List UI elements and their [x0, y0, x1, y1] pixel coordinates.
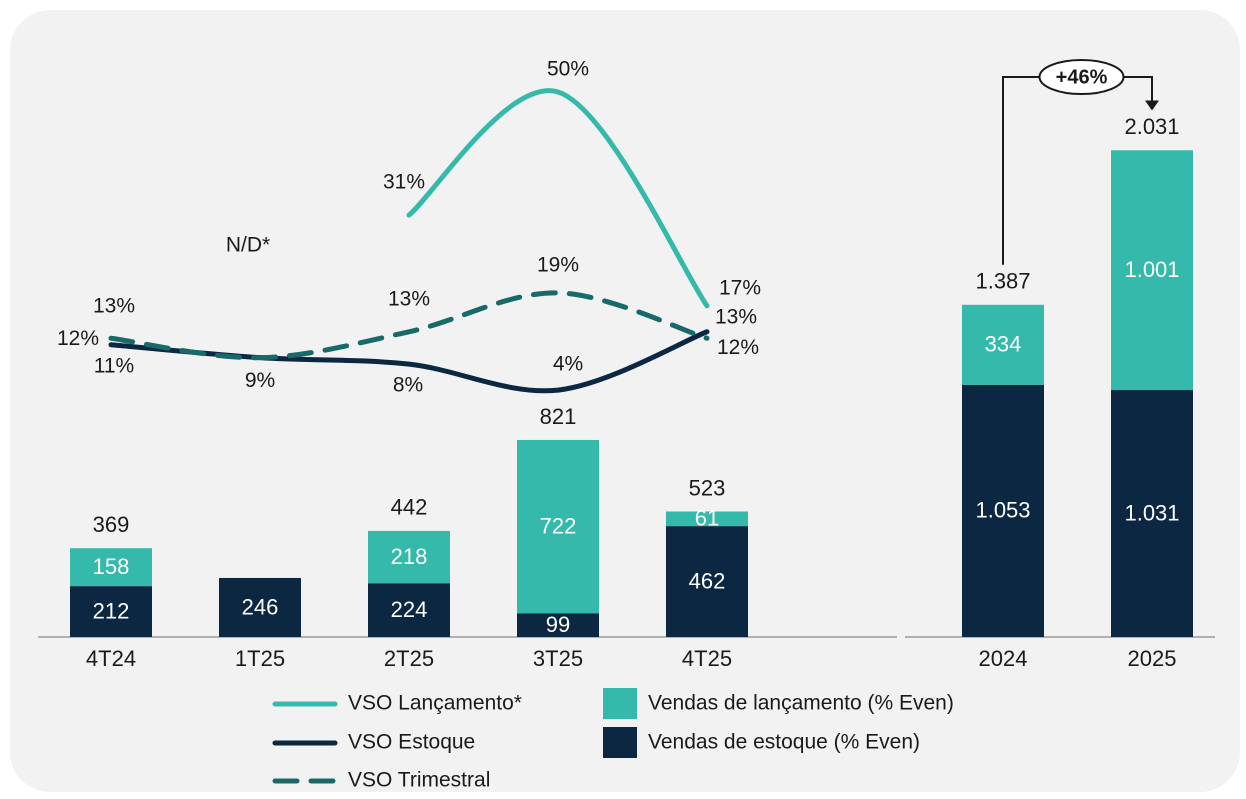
bar-segment [517, 613, 599, 637]
line-value-label: 4% [553, 353, 583, 376]
bar-total-label: 442 [391, 495, 428, 520]
bar-segment [962, 384, 1044, 637]
x-tick-label: 3T25 [533, 646, 583, 671]
bar-value-label: 462 [689, 568, 726, 593]
bar-total-label: 821 [540, 404, 577, 429]
line-value-label: 13% [715, 305, 757, 328]
legend-label: VSO Trimestral [348, 769, 490, 792]
line-value-label: 13% [388, 287, 430, 310]
line-value-label: 50% [547, 58, 589, 81]
line-value-label: 17% [719, 276, 761, 299]
line-value-label: 13% [93, 294, 135, 317]
bar-value-label: 99 [546, 612, 570, 637]
bar-value-label: 1.053 [975, 498, 1030, 523]
bar-value-label: 246 [242, 594, 279, 619]
line-value-label: 8% [393, 374, 423, 397]
legend-swatch [603, 727, 637, 758]
annotation-bracket [1002, 76, 1153, 265]
bar-total-label: 2.031 [1124, 114, 1179, 139]
line-value-label: N/D* [226, 234, 270, 257]
line-value-label: 19% [537, 253, 579, 276]
bar-segment [962, 304, 1044, 385]
line [406, 88, 710, 309]
line [108, 290, 710, 361]
x-tick-label: 2025 [1128, 646, 1177, 671]
bar-segment [666, 511, 748, 527]
bar-segment [517, 439, 599, 614]
bar-segment [1111, 150, 1193, 391]
annotation: +46% [1056, 66, 1108, 88]
legend-swatch [603, 688, 637, 719]
bar-total-label: 369 [93, 512, 130, 537]
bar-value-label: 218 [391, 544, 428, 569]
bar-total-label: 523 [689, 475, 726, 500]
bar-segment [666, 526, 748, 637]
bar-value-label: 61 [695, 506, 719, 531]
panel [10, 10, 1240, 792]
line-value-label: 11% [94, 354, 134, 377]
line [108, 329, 710, 394]
x-tick-label: 1T25 [235, 646, 285, 671]
bar-segment [1111, 390, 1193, 637]
x-tick-label: 4T25 [682, 646, 732, 671]
line-value-label: 9% [245, 369, 275, 392]
annotation-badge [1038, 59, 1125, 95]
legend-label: Vendas de lançamento (% Even) [648, 692, 954, 715]
x-tick-label: 4T24 [86, 646, 136, 671]
bar-segment [70, 586, 152, 637]
bar-value-label: 212 [93, 598, 130, 623]
bar-segment [219, 577, 301, 637]
bar-value-label: 334 [985, 332, 1022, 357]
bar-value-label: 158 [93, 554, 130, 579]
bar-value-label: 722 [540, 513, 577, 538]
bar-segment [368, 530, 450, 584]
bar-value-label: 1.001 [1124, 257, 1179, 282]
annotation-arrow [1145, 100, 1159, 111]
line-value-label: 12% [717, 336, 759, 359]
bar-segment [368, 583, 450, 637]
bar-value-label: 1.031 [1124, 500, 1179, 525]
bar-value-label: 224 [391, 597, 428, 622]
legend-label: VSO Estoque [348, 731, 475, 754]
x-tick-label: 2T25 [384, 646, 434, 671]
x-tick-label: 2024 [979, 646, 1028, 671]
line-value-label: 12% [57, 327, 99, 350]
bar-total-label: 1.387 [975, 269, 1030, 294]
bar-segment [70, 548, 152, 587]
legend-label: VSO Lançamento* [348, 692, 522, 715]
line-value-label: 31% [383, 171, 425, 194]
legend-label: Vendas de estoque (% Even) [648, 731, 920, 754]
